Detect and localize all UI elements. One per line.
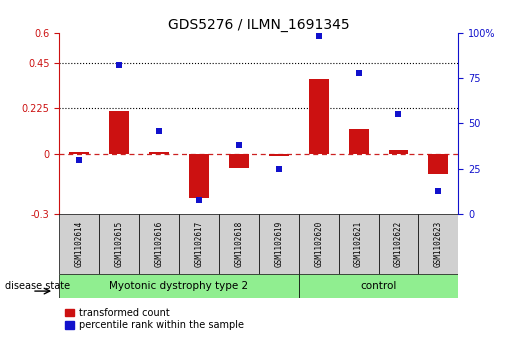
Bar: [149, 152, 169, 154]
Bar: [299, 214, 339, 274]
Bar: [229, 154, 249, 168]
Text: control: control: [360, 281, 397, 291]
Bar: [259, 214, 299, 274]
Legend: transformed count, percentile rank within the sample: transformed count, percentile rank withi…: [64, 307, 245, 331]
Bar: [69, 152, 89, 154]
Bar: [269, 154, 289, 156]
Bar: [99, 214, 139, 274]
Bar: [308, 79, 329, 154]
Bar: [428, 154, 449, 174]
Bar: [299, 274, 458, 298]
Bar: [349, 130, 369, 154]
Bar: [139, 214, 179, 274]
Text: GSM1102618: GSM1102618: [234, 221, 243, 267]
Text: disease state: disease state: [5, 281, 70, 291]
Bar: [189, 154, 209, 198]
Bar: [59, 214, 99, 274]
Text: GSM1102616: GSM1102616: [154, 221, 163, 267]
Bar: [179, 214, 219, 274]
Title: GDS5276 / ILMN_1691345: GDS5276 / ILMN_1691345: [168, 18, 350, 32]
Text: Myotonic dystrophy type 2: Myotonic dystrophy type 2: [109, 281, 249, 291]
Text: GSM1102623: GSM1102623: [434, 221, 443, 267]
Bar: [59, 274, 299, 298]
Text: GSM1102615: GSM1102615: [115, 221, 124, 267]
Text: GSM1102622: GSM1102622: [394, 221, 403, 267]
Text: GSM1102614: GSM1102614: [75, 221, 83, 267]
Bar: [388, 150, 408, 154]
Bar: [418, 214, 458, 274]
Text: GSM1102621: GSM1102621: [354, 221, 363, 267]
Text: GSM1102620: GSM1102620: [314, 221, 323, 267]
Bar: [109, 111, 129, 154]
Text: GSM1102617: GSM1102617: [195, 221, 203, 267]
Bar: [219, 214, 259, 274]
Bar: [379, 214, 418, 274]
Text: GSM1102619: GSM1102619: [274, 221, 283, 267]
Bar: [339, 214, 379, 274]
